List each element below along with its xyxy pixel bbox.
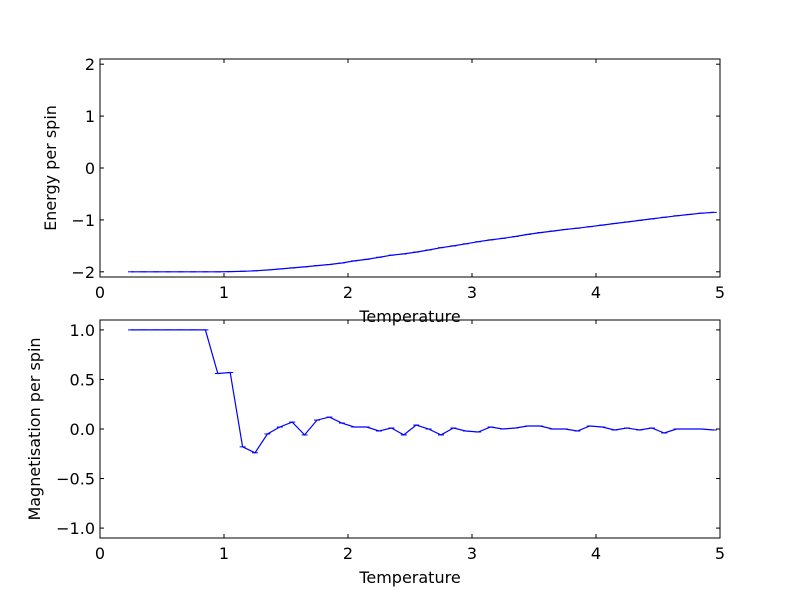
energy-x-tick-label: 4 xyxy=(591,283,601,302)
energy-ticks-group: 0 1 2 3 4 5 −2 −1 0 1 2 xyxy=(71,55,725,302)
magnetisation-y-tick-label: 0.0 xyxy=(70,420,95,439)
energy-y-tick-label: 0 xyxy=(85,159,95,178)
magnetisation-x-tick-label: 2 xyxy=(343,544,353,563)
magnetisation-y-axis-label: Magnetisation per spin xyxy=(25,337,44,520)
magnetisation-x-tick-label: 3 xyxy=(467,544,477,563)
magnetisation-y-tick-label: 1.0 xyxy=(70,321,95,340)
magnetisation-x-tick-label: 4 xyxy=(591,544,601,563)
energy-y-tick-label: 2 xyxy=(85,55,95,74)
magnetisation-panel: 0 1 2 3 4 5 −1.0 −0.5 0.0 0.5 1.0 Temperature Magn… xyxy=(25,319,725,587)
magnetisation-axes-frame xyxy=(99,319,721,539)
magnetisation-x-tick-label: 1 xyxy=(219,544,229,563)
energy-y-tick-label: −1 xyxy=(71,211,95,230)
energy-x-tick-label: 2 xyxy=(343,283,353,302)
energy-x-axis-label: Temperature xyxy=(358,307,460,326)
energy-x-tick-label: 3 xyxy=(467,283,477,302)
energy-y-tick-label: 1 xyxy=(85,107,95,126)
magnetisation-x-tick-label: 0 xyxy=(95,544,105,563)
energy-x-tick-label: 5 xyxy=(715,283,725,302)
magnetisation-series-group xyxy=(128,329,717,454)
magnetisation-x-axis-label: Temperature xyxy=(358,568,460,587)
magnetisation-y-tick-label: −0.5 xyxy=(56,470,95,489)
magnetisation-x-tick-label: 5 xyxy=(715,544,725,563)
energy-x-tick-label: 0 xyxy=(95,283,105,302)
magnetisation-ticks-group: 0 1 2 3 4 5 −1.0 −0.5 0.0 0.5 1.0 xyxy=(56,320,725,563)
magnetisation-y-tick-label: −1.0 xyxy=(56,519,95,538)
energy-x-tick-label: 1 xyxy=(219,283,229,302)
energy-axes-frame xyxy=(99,58,721,278)
magnetisation-y-tick-label: 0.5 xyxy=(70,370,95,389)
energy-y-axis-label: Energy per spin xyxy=(41,105,60,231)
energy-panel: 0 1 2 3 4 5 −2 −1 0 1 2 Temperature Energy per spi… xyxy=(41,55,725,326)
energy-y-tick-label: −2 xyxy=(71,263,95,282)
energy-series-group xyxy=(128,211,717,273)
